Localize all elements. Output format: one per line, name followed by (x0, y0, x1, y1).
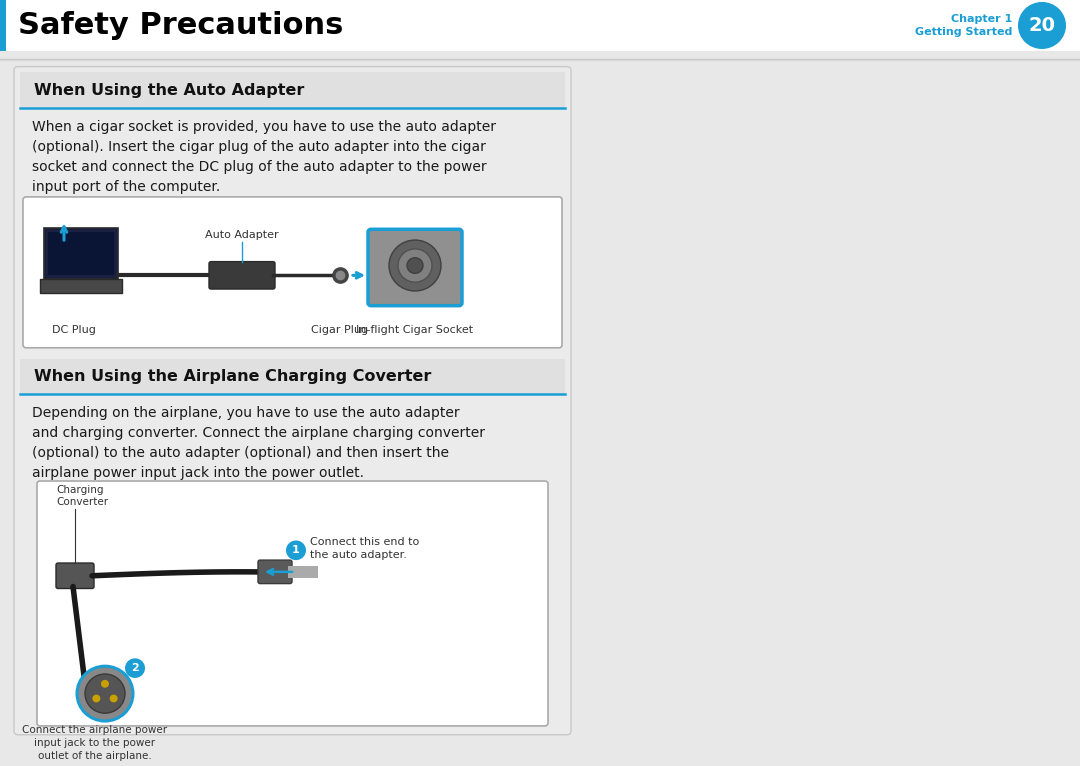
Text: When a cigar socket is provided, you have to use the auto adapter
(optional). In: When a cigar socket is provided, you hav… (32, 119, 496, 194)
Circle shape (110, 695, 118, 702)
Text: When Using the Auto Adapter: When Using the Auto Adapter (33, 83, 305, 97)
Circle shape (125, 658, 145, 678)
Text: Connect the airplane power
input jack to the power
outlet of the airplane.: Connect the airplane power input jack to… (23, 725, 167, 761)
FancyBboxPatch shape (21, 73, 565, 108)
Text: Charging
Converter: Charging Converter (56, 485, 108, 507)
FancyBboxPatch shape (48, 232, 114, 275)
Circle shape (399, 249, 432, 282)
Text: 20: 20 (1028, 16, 1055, 35)
FancyBboxPatch shape (585, 63, 1080, 751)
FancyBboxPatch shape (258, 560, 292, 584)
FancyBboxPatch shape (21, 358, 565, 394)
Text: Connect this end to
the auto adapter.: Connect this end to the auto adapter. (310, 537, 419, 560)
Text: In-flight Cigar Socket: In-flight Cigar Socket (356, 325, 473, 335)
Circle shape (389, 240, 441, 291)
Text: DC Plug: DC Plug (52, 325, 96, 335)
Text: When Using the Airplane Charging Coverter: When Using the Airplane Charging Coverte… (33, 368, 431, 384)
FancyBboxPatch shape (56, 563, 94, 588)
Circle shape (1018, 2, 1066, 49)
Text: 1: 1 (292, 545, 300, 555)
Circle shape (407, 257, 423, 273)
Circle shape (92, 695, 100, 702)
FancyBboxPatch shape (40, 280, 122, 293)
FancyBboxPatch shape (44, 228, 118, 280)
FancyBboxPatch shape (0, 0, 1080, 51)
FancyBboxPatch shape (210, 262, 275, 289)
Text: Cigar Plug: Cigar Plug (311, 325, 368, 335)
Circle shape (77, 666, 133, 721)
Text: Safety Precautions: Safety Precautions (18, 11, 343, 40)
Text: Chapter 1: Chapter 1 (950, 14, 1012, 24)
Text: Auto Adapter: Auto Adapter (205, 230, 279, 240)
Text: Depending on the airplane, you have to use the auto adapter
and charging convert: Depending on the airplane, you have to u… (32, 405, 485, 480)
FancyBboxPatch shape (368, 229, 462, 306)
FancyBboxPatch shape (288, 566, 318, 578)
Circle shape (286, 541, 306, 560)
FancyBboxPatch shape (14, 67, 571, 735)
Circle shape (102, 680, 109, 688)
FancyBboxPatch shape (0, 0, 6, 51)
FancyBboxPatch shape (37, 481, 548, 726)
Text: Getting Started: Getting Started (915, 28, 1012, 38)
FancyBboxPatch shape (23, 197, 562, 348)
Circle shape (85, 674, 125, 713)
Text: 2: 2 (131, 663, 139, 673)
